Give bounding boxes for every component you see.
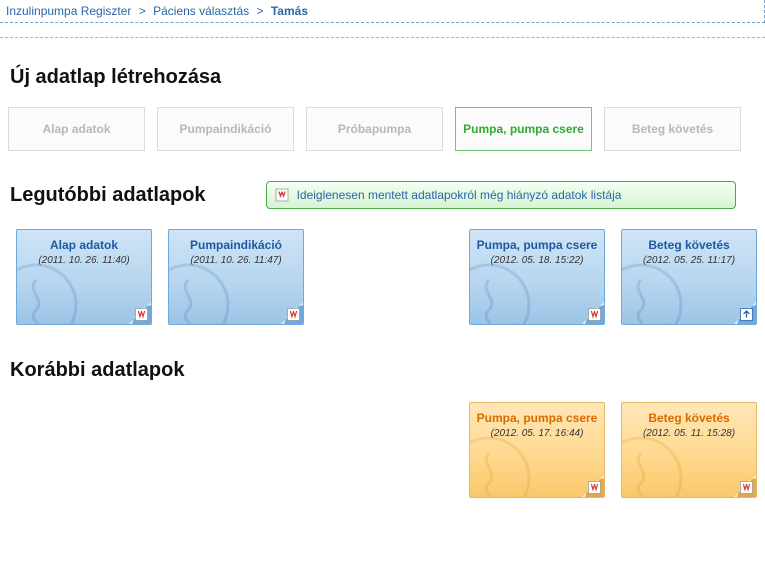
sheet-card-title: Alap adatok bbox=[17, 238, 151, 253]
sheet-card[interactable]: 0101Pumpaindikáció(2011. 10. 26. 11:47) bbox=[168, 229, 304, 325]
watermark-icon: 0101 bbox=[469, 260, 534, 325]
tab-button[interactable]: Pumpa, pumpa csere bbox=[455, 107, 592, 151]
breadcrumb: Inzulinpumpa Regiszter > Páciens választ… bbox=[0, 0, 765, 23]
pdf-icon[interactable] bbox=[588, 308, 601, 321]
svg-text:01: 01 bbox=[61, 322, 73, 325]
breadcrumb-current: Tamás bbox=[271, 4, 308, 18]
sheet-card-title: Pumpa, pumpa csere bbox=[470, 411, 604, 426]
tab-button[interactable]: Beteg követés bbox=[604, 107, 741, 151]
pdf-icon bbox=[275, 188, 289, 202]
pdf-icon[interactable] bbox=[287, 308, 300, 321]
tab-label: Beteg követés bbox=[632, 122, 713, 137]
tab-label: Alap adatok bbox=[42, 122, 110, 137]
pdf-icon[interactable] bbox=[588, 481, 601, 494]
sheet-card[interactable]: 0101Pumpa, pumpa csere(2012. 05. 18. 15:… bbox=[469, 229, 605, 325]
tab-label: Próbapumpa bbox=[338, 122, 411, 137]
breadcrumb-separator: > bbox=[139, 4, 146, 18]
tab-button[interactable]: Alap adatok bbox=[8, 107, 145, 151]
section-title-earlier: Korábbi adatlapok bbox=[10, 359, 757, 382]
watermark-icon: 0101 bbox=[168, 260, 233, 325]
svg-text:01: 01 bbox=[666, 495, 678, 498]
svg-text:01: 01 bbox=[666, 322, 678, 325]
watermark-icon: 0101 bbox=[621, 433, 686, 498]
svg-text:01: 01 bbox=[514, 322, 526, 325]
tab-label: Pumpa, pumpa csere bbox=[463, 122, 584, 137]
watermark-icon: 0101 bbox=[469, 433, 534, 498]
tab-label: Pumpaindikáció bbox=[179, 122, 271, 137]
pdf-icon[interactable] bbox=[740, 481, 753, 494]
sheet-card-title: Beteg követés bbox=[622, 411, 756, 426]
sheet-card[interactable]: 0101Beteg követés(2012. 05. 11. 15:28) bbox=[621, 402, 757, 498]
section-title-new-sheet: Új adatlap létrehozása bbox=[10, 66, 757, 89]
watermark-icon: 0101 bbox=[621, 260, 686, 325]
sheet-card[interactable]: 0101Alap adatok(2011. 10. 26. 11:40) bbox=[16, 229, 152, 325]
svg-text:01: 01 bbox=[514, 495, 526, 498]
sheet-card[interactable]: 0101Pumpa, pumpa csere(2012. 05. 17. 16:… bbox=[469, 402, 605, 498]
svg-text:01: 01 bbox=[213, 322, 225, 325]
new-sheet-tabs: Alap adatok Pumpaindikáció Próbapumpa Pumpa… bbox=[8, 107, 757, 151]
sheet-card-title: Pumpa, pumpa csere bbox=[470, 238, 604, 253]
sheet-card-title: Beteg követés bbox=[622, 238, 756, 253]
missing-data-list-label: Ideiglenesen mentett adatlapokról még hi… bbox=[297, 188, 622, 202]
earlier-cards-row: 0101Pumpa, pumpa csere(2012. 05. 17. 16:… bbox=[8, 402, 757, 498]
breadcrumb-item[interactable]: Inzulinpumpa Regiszter bbox=[6, 4, 131, 18]
recent-cards-row: 0101Alap adatok(2011. 10. 26. 11:40)0101… bbox=[8, 229, 757, 325]
tab-button[interactable]: Próbapumpa bbox=[306, 107, 443, 151]
missing-data-list-button[interactable]: Ideiglenesen mentett adatlapokról még hi… bbox=[266, 181, 736, 209]
pdf-icon[interactable] bbox=[135, 308, 148, 321]
sheet-card[interactable]: 0101Beteg követés(2012. 05. 25. 11:17) bbox=[621, 229, 757, 325]
tab-button[interactable]: Pumpaindikáció bbox=[157, 107, 294, 151]
breadcrumb-item[interactable]: Páciens választás bbox=[153, 4, 249, 18]
open-icon[interactable] bbox=[740, 308, 753, 321]
sheet-card-title: Pumpaindikáció bbox=[169, 238, 303, 253]
breadcrumb-separator: > bbox=[257, 4, 264, 18]
watermark-icon: 0101 bbox=[16, 260, 81, 325]
divider bbox=[0, 37, 765, 38]
section-title-recent: Legutóbbi adatlapok bbox=[10, 184, 206, 207]
